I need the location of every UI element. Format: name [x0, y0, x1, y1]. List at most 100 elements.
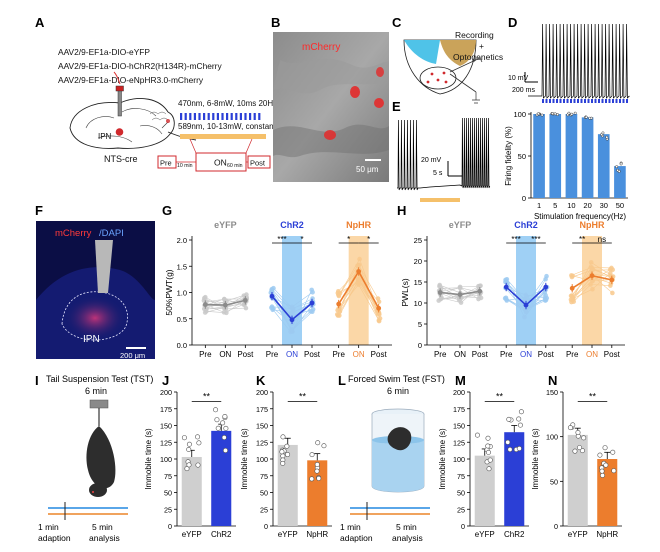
- data-point: [577, 445, 583, 451]
- data-point: [314, 468, 320, 474]
- y-tick-label: 200: [160, 388, 172, 397]
- y-axis-label: Immobile time (s): [438, 428, 447, 490]
- data-point: [581, 435, 587, 441]
- y-tick-label: 50: [550, 477, 558, 486]
- sig-star: *: [300, 235, 303, 244]
- d-y-tick-label: 50: [518, 152, 526, 161]
- y-tick-label: 25: [457, 505, 465, 514]
- data-point: [516, 416, 522, 422]
- mean-point: [589, 273, 595, 279]
- blue-pulse: [184, 113, 187, 120]
- data-point: [517, 422, 523, 428]
- y-tick-label: 175: [256, 405, 268, 414]
- d-x-tick-label: 20: [583, 201, 591, 210]
- y-tick-label: 2.0: [177, 236, 187, 245]
- d-blue-pulse: [566, 99, 569, 103]
- sig-star: *: [367, 235, 370, 244]
- subject-point: [478, 283, 483, 289]
- data-point: [314, 461, 320, 467]
- panel-letter-M: M: [455, 373, 466, 388]
- d-spike-trace: [528, 23, 630, 99]
- data-point: [195, 434, 201, 440]
- y-tick-label: 25: [414, 236, 422, 245]
- d-y-tick-label: 100: [513, 110, 526, 119]
- tst-title: Tail Suspension Test (TST): [46, 374, 153, 384]
- data-point: [196, 440, 202, 446]
- y-tick-label: 100: [256, 455, 268, 464]
- sig-star: ***: [531, 235, 540, 244]
- mean-point: [356, 269, 362, 274]
- d-blue-pulse: [577, 99, 579, 103]
- subject-point: [376, 312, 382, 317]
- panel-k-chart: 0 25 50 75 100 125 150 175 200 eYFP NpHR ** Immobile…: [240, 388, 332, 539]
- y-tick-label: 125: [160, 438, 172, 447]
- y-tick-label: 50: [457, 489, 465, 498]
- d-blue-pulse: [580, 99, 583, 103]
- mean-point: [289, 317, 295, 323]
- data-point: [597, 452, 603, 458]
- panel-j-chart: 0 25 50 75 100 125 150 175 200 eYFP ChR2 ** Immobile…: [144, 388, 236, 539]
- group-title: NpHR: [346, 220, 371, 230]
- y-tick-label: 75: [260, 472, 268, 481]
- e-yellow-bar: [420, 198, 460, 202]
- optic-fiber: [117, 87, 122, 117]
- blue-pulse: [244, 113, 247, 120]
- y-tick-label: 0: [461, 522, 465, 531]
- fst-title: Forced Swim Test (FST): [348, 374, 445, 384]
- subject-point: [243, 305, 249, 311]
- y-tick-label: 20: [414, 257, 422, 266]
- mean-point: [543, 284, 549, 290]
- data-point: [485, 435, 491, 441]
- y-tick-label: 25: [260, 505, 268, 514]
- blue-pulse-train: [180, 113, 261, 120]
- d-blue-pulse: [563, 99, 565, 103]
- d-point: [551, 112, 554, 116]
- panel-letter-B: B: [271, 15, 280, 30]
- data-point: [602, 445, 608, 451]
- y-tick-label: 150: [256, 422, 268, 431]
- subject-point: [608, 266, 613, 272]
- d-point: [605, 135, 609, 139]
- data-point: [222, 413, 228, 419]
- blue-pulse: [216, 113, 219, 120]
- group-title: eYFP: [214, 220, 237, 230]
- data-point: [316, 475, 322, 481]
- sig-star: ***: [511, 235, 520, 244]
- panel-f-image: mCherry /DAPI IPN 200 μm: [36, 221, 155, 360]
- y-tick-label: 10: [414, 299, 422, 308]
- y-tick-label: 100: [546, 433, 558, 442]
- x-tick-label: Post: [538, 350, 555, 359]
- data-point: [222, 447, 228, 453]
- f-ipn-label: IPN: [83, 334, 100, 345]
- subject-point: [524, 294, 530, 300]
- y-tick-label: 100: [453, 455, 465, 464]
- y-axis-label: Immobile time (s): [240, 428, 249, 490]
- subject-point: [357, 256, 362, 262]
- d-blue-pulse: [615, 99, 618, 103]
- blue-pulse: [207, 113, 210, 120]
- f-title-dapi: /DAPI: [99, 228, 124, 239]
- subject-point: [590, 286, 595, 292]
- x-tick-label: ON: [219, 350, 231, 359]
- y-tick-label: 0: [168, 522, 172, 531]
- y-tick-label: 0: [554, 522, 558, 531]
- panel-letter-H: H: [397, 203, 406, 218]
- x-tick-label: Post: [237, 350, 254, 359]
- subject-point: [503, 278, 509, 284]
- f-title-mcherry: mCherry: [55, 228, 92, 239]
- d-point: [573, 111, 577, 115]
- x-tick-label: Pre: [434, 350, 447, 359]
- panel-letter-C: C: [392, 15, 402, 30]
- recording-label: Recording + Optogenetics: [453, 30, 503, 62]
- data-point: [611, 468, 617, 474]
- data-point: [186, 441, 192, 447]
- d-blue-pulse: [556, 99, 558, 103]
- d-y-tick-label: 0: [522, 194, 526, 203]
- d-x-tick-label: 50: [616, 201, 624, 210]
- y-tick-label: 0.5: [177, 315, 187, 324]
- panel-letter-L: L: [338, 373, 346, 388]
- blue-pulse: [212, 113, 215, 120]
- y-tick-label: 200: [256, 388, 268, 397]
- subject-point: [355, 263, 360, 269]
